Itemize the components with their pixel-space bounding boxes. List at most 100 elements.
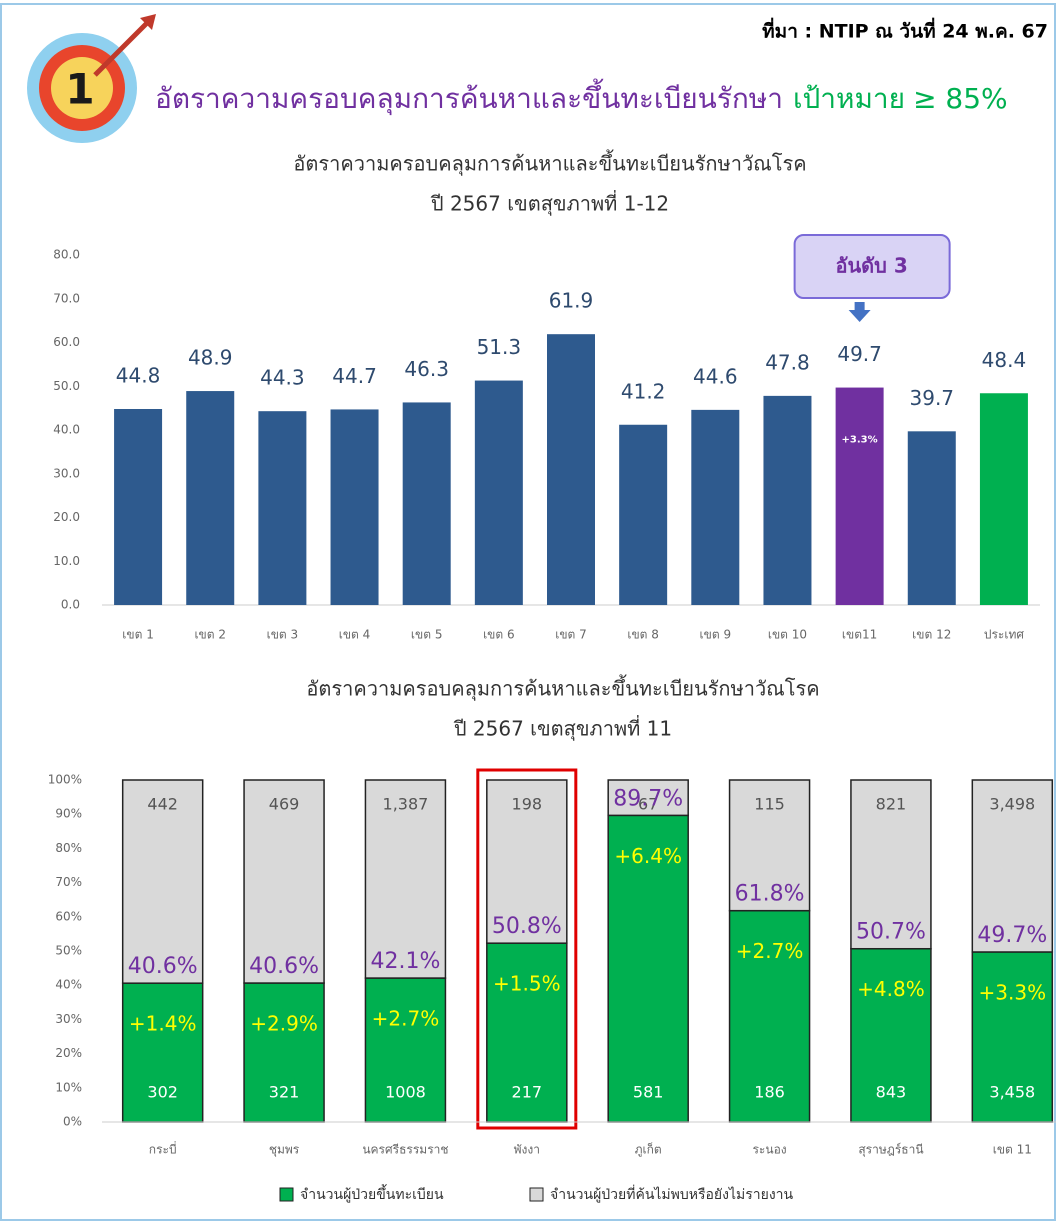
- count-label: 1008: [385, 1083, 426, 1102]
- legend-label: จำนวนผู้ป่วยที่ค้นไม่พบหรือยังไม่รายงาน: [550, 1185, 794, 1203]
- source-note: ที่มา : NTIP ณ วันที่ 24 พ.ค. 67: [762, 18, 1048, 43]
- target-value: ≥ 85%: [913, 82, 1008, 115]
- count-label: 469: [269, 795, 300, 814]
- count-label: 581: [633, 1083, 664, 1102]
- count-label: 198: [512, 795, 543, 814]
- value-label: 44.3: [260, 366, 305, 390]
- count-label: 302: [147, 1083, 178, 1102]
- bar-segment: [971, 779, 1054, 953]
- bar-segment: [728, 909, 811, 1123]
- value-label: 44.6: [693, 364, 738, 388]
- bar: [835, 387, 884, 605]
- y-tick-label: 20%: [55, 1046, 82, 1060]
- change-label: +2.7%: [372, 1007, 440, 1031]
- callout-text: อันดับ 3: [835, 254, 907, 278]
- change-label: +3.3%: [979, 980, 1047, 1004]
- change-label: +1.4%: [129, 1012, 197, 1036]
- bar: [907, 431, 956, 605]
- y-tick-label: 0.0: [61, 598, 80, 612]
- y-tick-label: 30.0: [53, 466, 80, 480]
- bar-segment: [486, 779, 568, 944]
- x-tick-label: เขต 7: [555, 628, 587, 642]
- bar: [258, 411, 307, 605]
- y-tick-label: 60%: [55, 909, 82, 923]
- rate-label: 61.8%: [735, 882, 805, 907]
- x-tick-label: เขต 2: [194, 628, 226, 642]
- bar: [619, 424, 668, 605]
- legend-swatch: [529, 1187, 544, 1202]
- count-label: 442: [147, 795, 178, 814]
- bar-segment: [243, 779, 325, 984]
- x-tick-label: นครศรีธรรมราช: [362, 1143, 448, 1157]
- bar-segment: [850, 779, 932, 950]
- badge-number: 1: [65, 65, 94, 114]
- badge-icon: [27, 14, 156, 143]
- value-label: 47.8: [765, 350, 810, 374]
- rate-label: 89.7%: [613, 786, 683, 811]
- bar: [474, 380, 523, 605]
- count-label: 1,387: [383, 795, 429, 814]
- value-label: 44.7: [332, 364, 377, 388]
- bar-segment: [364, 977, 447, 1123]
- count-label: 843: [876, 1083, 907, 1102]
- bar: [547, 334, 595, 605]
- x-tick-label: กระบี่: [149, 1141, 177, 1157]
- rate-label: 50.7%: [856, 920, 926, 945]
- bar-segment: [243, 982, 325, 1123]
- y-tick-label: 10%: [55, 1080, 82, 1094]
- bar-segment: [607, 779, 689, 817]
- title-text: อัตราความครอบคลุมการค้นหาและขึ้นทะเบียนร…: [155, 78, 783, 116]
- rate-label: 40.6%: [249, 954, 319, 979]
- count-label: 321: [269, 1083, 300, 1102]
- x-tick-label: ระนอง: [752, 1143, 786, 1157]
- y-tick-label: 90%: [55, 807, 82, 821]
- value-label: 51.3: [477, 335, 522, 359]
- x-tick-label: ภูเก็ต: [635, 1142, 662, 1158]
- rate-label: 42.1%: [370, 949, 440, 974]
- change-label: +4.8%: [857, 977, 925, 1001]
- count-label: 3,498: [989, 795, 1035, 814]
- bar: [330, 409, 379, 605]
- y-tick-label: 10.0: [53, 554, 80, 568]
- x-tick-label: เขต 8: [627, 628, 659, 642]
- callout-box: [793, 234, 951, 299]
- bar-segment: [364, 779, 447, 979]
- y-tick-label: 30%: [55, 1012, 82, 1026]
- x-tick-label: เขต 9: [700, 628, 732, 642]
- legend-swatch: [279, 1187, 294, 1202]
- rate-label: 49.7%: [977, 923, 1047, 948]
- highlight-box: [476, 768, 578, 1130]
- x-tick-label: พังงา: [514, 1143, 540, 1157]
- chart-subtitle: ปี 2567 เขตสุขภาพที่ 1-12: [431, 190, 669, 217]
- x-tick-label: เขต 3: [267, 628, 299, 642]
- x-tick-label: เขต 11: [993, 1143, 1032, 1157]
- count-label: 67: [638, 795, 658, 814]
- y-tick-label: 100%: [48, 773, 82, 787]
- x-tick-label: สุราษฎร์ธานี: [858, 1143, 923, 1158]
- count-label: 115: [754, 795, 785, 814]
- bar-segment: [121, 982, 204, 1123]
- y-tick-label: 80.0: [53, 248, 80, 262]
- value-label: 48.9: [188, 346, 233, 370]
- change-label: +1.5%: [493, 972, 561, 996]
- y-tick-label: 60.0: [53, 335, 80, 349]
- y-tick-label: 50%: [55, 944, 82, 958]
- x-tick-label: ประเทศ: [984, 628, 1025, 642]
- chart-title: อัตราความครอบคลุมการค้นหาและขึ้นทะเบียนร…: [306, 675, 819, 702]
- x-tick-label: เขต 5: [411, 628, 443, 642]
- value-label: 39.7: [910, 386, 955, 410]
- count-label: 3,458: [989, 1083, 1035, 1102]
- x-tick-label: ชุมพร: [269, 1143, 300, 1158]
- bar: [979, 393, 1028, 605]
- x-tick-label: เขต11: [842, 628, 877, 642]
- chart-subtitle: ปี 2567 เขตสุขภาพที่ 11: [454, 715, 673, 742]
- y-tick-label: 0%: [63, 1115, 82, 1129]
- change-label: +2.7%: [736, 939, 804, 963]
- y-tick-label: 70.0: [53, 291, 80, 305]
- bar: [763, 395, 812, 605]
- value-label: 44.8: [116, 364, 161, 388]
- count-label: 186: [754, 1083, 785, 1102]
- target-label: เป้าหมาย: [793, 82, 905, 115]
- x-tick-label: เขต 4: [339, 628, 371, 642]
